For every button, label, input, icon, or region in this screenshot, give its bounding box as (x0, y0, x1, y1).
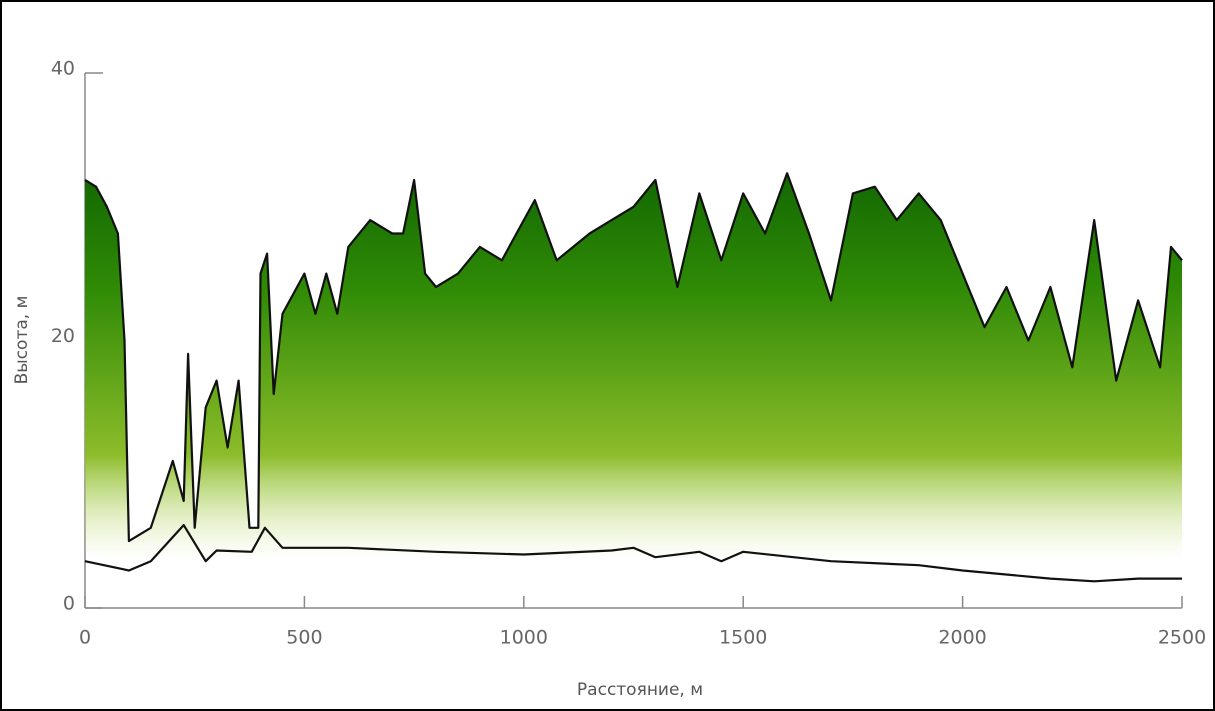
x-tick-label: 500 (286, 627, 322, 649)
x-tick-label: 2500 (1158, 627, 1206, 649)
x-tick-label: 1000 (500, 627, 548, 649)
x-tick-label: 0 (79, 627, 91, 649)
y-tick-label: 0 (63, 593, 75, 615)
line (84, 524, 1182, 583)
x-tick-label: 2000 (938, 627, 986, 649)
canopy-area (85, 173, 1182, 589)
y-axis-label: Высота, м (12, 296, 32, 385)
x-tick-label: 1500 (719, 627, 767, 649)
y-tick-label: 40 (51, 58, 75, 80)
x-axis-label: Расстояние, м (577, 680, 703, 700)
y-tick-label: 20 (51, 325, 75, 347)
line (84, 172, 1183, 543)
